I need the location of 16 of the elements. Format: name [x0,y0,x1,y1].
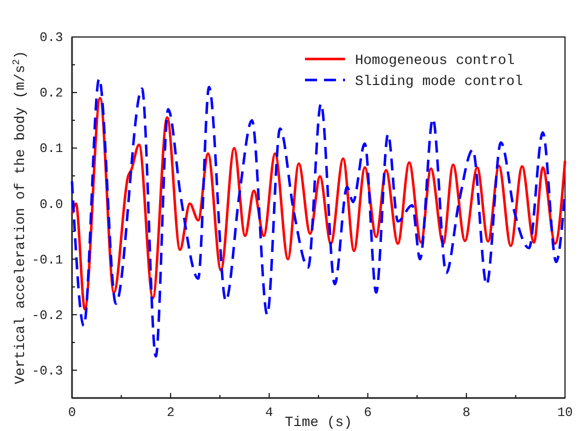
y-tick-label: -0.1 [32,252,64,268]
y-tick-label: 0.2 [40,86,63,101]
x-axis-title: Time (s) [284,415,352,431]
x-tick-label: 6 [364,405,372,420]
y-tick-label: -0.2 [32,308,63,323]
x-tick-label: 4 [265,405,274,420]
legend-label: Sliding mode control [355,74,524,90]
y-tick-label: -0.3 [32,363,63,378]
x-tick-label: 8 [462,405,470,420]
y-tick-label: 0.0 [40,196,63,212]
y-tick-label: 0.1 [40,141,64,156]
x-tick-label: 2 [166,405,175,420]
legend-label: Homogeneous control [355,52,515,69]
x-tick-label: 0 [68,405,76,420]
y-tick-label: 0.3 [40,30,63,46]
x-tick-label: 10 [557,405,573,420]
